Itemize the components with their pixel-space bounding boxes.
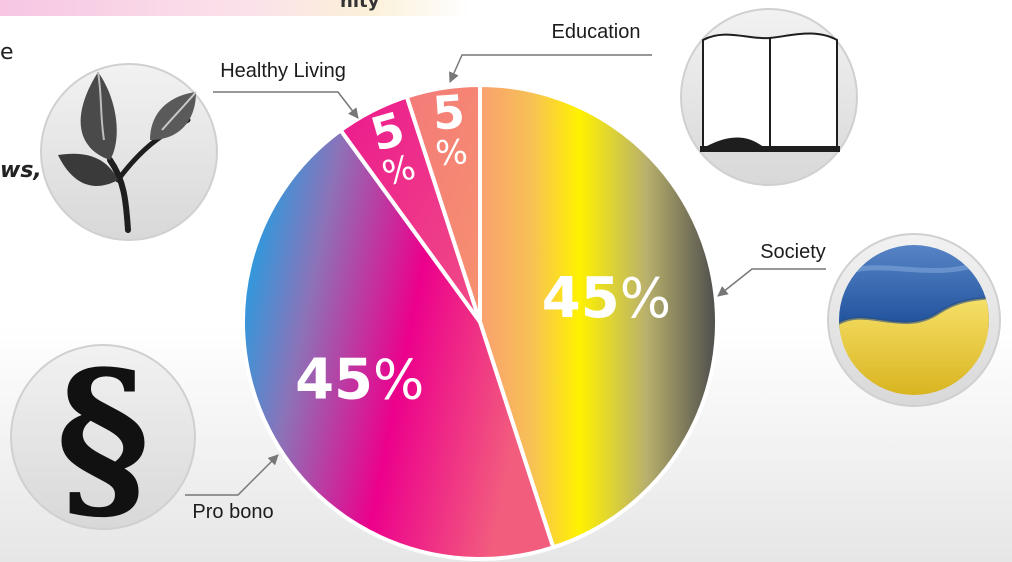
cut-text-top: e xyxy=(0,40,14,65)
cut-text-bold: ws, xyxy=(0,158,42,183)
pct-label-pro-bono: 45% xyxy=(295,347,424,412)
pie-slice-education xyxy=(404,83,482,324)
label-healthy-living-leader xyxy=(213,91,359,119)
label-education-leader xyxy=(449,54,652,83)
svg-text:%: % xyxy=(434,132,469,174)
label-education: Education xyxy=(552,21,641,43)
header-strip: nity xyxy=(0,0,470,16)
label-pro-bono: Pro bono xyxy=(192,501,273,523)
section-sign-icon: § xyxy=(56,332,150,543)
label-healthy-living: Healthy Living xyxy=(220,60,346,82)
pct-label-society: 45% xyxy=(542,266,671,331)
svg-text:5: 5 xyxy=(431,84,467,140)
label-society-leader xyxy=(717,268,826,297)
open-book-icon xyxy=(700,32,840,152)
section-sign-icon-badge: § xyxy=(10,332,196,543)
header-strip-text: nity xyxy=(340,0,380,12)
label-society: Society xyxy=(760,241,826,263)
pie-slice-pro-bono xyxy=(241,128,556,561)
leaf-icon xyxy=(58,71,197,233)
ukraine-flag-icon xyxy=(839,245,989,395)
label-pro-bono-leader xyxy=(185,454,279,496)
open-book-icon-badge xyxy=(680,8,858,186)
pct-label-education: 5% xyxy=(431,84,469,174)
pie-slice-society xyxy=(478,83,719,550)
ukraine-flag-icon-badge xyxy=(827,233,1001,407)
leaf-icon-badge xyxy=(40,63,218,241)
